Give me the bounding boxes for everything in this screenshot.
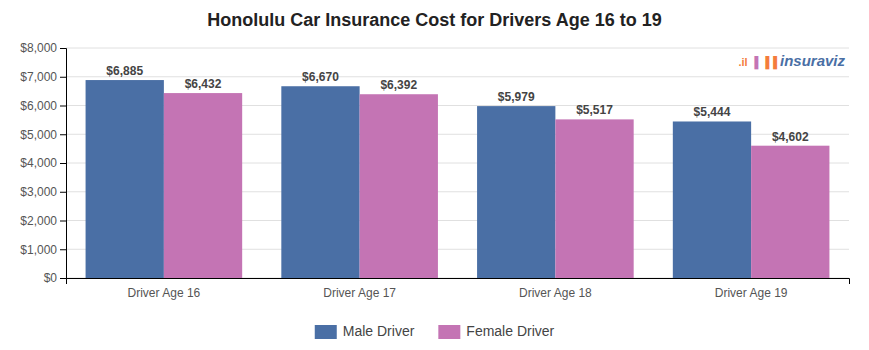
tick: $2,000 bbox=[20, 214, 66, 228]
legend-label: Female Driver bbox=[466, 323, 554, 339]
tick: Driver Age 16 bbox=[128, 286, 201, 300]
data-label: $6,670 bbox=[302, 70, 339, 84]
legend: Male Driver Female Driver bbox=[315, 323, 555, 339]
tick-label: Driver Age 17 bbox=[323, 286, 396, 300]
tick-mark bbox=[60, 163, 66, 164]
plot: $0 $1,000 $2,000 $3,000 $4,000 $5,000 $6,000 $7… bbox=[20, 41, 849, 299]
tick: Driver Age 19 bbox=[715, 286, 788, 300]
data-labels: $6,885 $6,670 $5,979 $5,444 $6,432 $6,392 $5,5… bbox=[106, 64, 809, 144]
tick: $0 bbox=[44, 271, 66, 285]
tick: $6,000 bbox=[20, 99, 66, 113]
title: Honolulu Car Insurance Cost for Drivers … bbox=[207, 10, 661, 30]
bar bbox=[751, 146, 829, 278]
data-label: $4,602 bbox=[772, 130, 809, 144]
tick: $4,000 bbox=[20, 156, 66, 170]
annotation: ▐ bbox=[751, 55, 759, 70]
x-axis: Driver Age 16 Driver Age 17 Driver Age 18 D… bbox=[67, 279, 850, 300]
tick-label: $5,000 bbox=[20, 128, 57, 142]
tick-label: $2,000 bbox=[20, 214, 57, 228]
tick-mark bbox=[60, 278, 66, 279]
bar bbox=[86, 80, 164, 278]
data-label: $6,885 bbox=[106, 64, 143, 78]
series bbox=[164, 93, 830, 278]
data-label: $6,392 bbox=[380, 78, 417, 92]
axis-line bbox=[60, 49, 67, 279]
bar bbox=[477, 106, 555, 278]
annotation: .il bbox=[738, 56, 747, 68]
tick: Driver Age 18 bbox=[519, 286, 592, 300]
tick-label: $3,000 bbox=[20, 185, 57, 199]
watermark: insuraviz▐▐▐.il bbox=[738, 52, 845, 70]
legend-swatch bbox=[438, 325, 460, 339]
tick-label: $4,000 bbox=[20, 156, 57, 170]
data-label: $5,979 bbox=[498, 90, 535, 104]
tick: $8,000 bbox=[20, 41, 66, 55]
tick-label: $0 bbox=[44, 271, 58, 285]
tick-label: Driver Age 16 bbox=[128, 286, 201, 300]
tick: $1,000 bbox=[20, 243, 66, 257]
bar bbox=[281, 86, 359, 278]
tick-mark bbox=[60, 221, 66, 222]
grid-line bbox=[66, 48, 849, 49]
tick: $7,000 bbox=[20, 70, 66, 84]
tick-mark bbox=[60, 106, 66, 107]
bar bbox=[164, 93, 242, 278]
bar bbox=[360, 94, 438, 278]
legend-item: Female Driver bbox=[438, 323, 554, 339]
tick-label: $7,000 bbox=[20, 70, 57, 84]
grid bbox=[66, 48, 849, 278]
legend-label: Male Driver bbox=[343, 323, 415, 339]
tick-label: $6,000 bbox=[20, 99, 57, 113]
annotation: ▐▐ bbox=[761, 55, 777, 70]
legend-swatch bbox=[315, 325, 337, 339]
tick: $3,000 bbox=[20, 185, 66, 199]
bar bbox=[673, 121, 751, 278]
tick-label: Driver Age 18 bbox=[519, 286, 592, 300]
legend-item: Male Driver bbox=[315, 323, 415, 339]
bar bbox=[555, 119, 633, 278]
tick: Driver Age 17 bbox=[323, 286, 396, 300]
y-axis: $0 $1,000 $2,000 $3,000 $4,000 $5,000 $6,000 $7… bbox=[20, 41, 66, 285]
grid-line bbox=[66, 76, 849, 77]
tick-mark bbox=[60, 48, 66, 49]
data-label: $5,444 bbox=[694, 105, 731, 119]
tick: $5,000 bbox=[20, 128, 66, 142]
tick-label: $1,000 bbox=[20, 243, 57, 257]
series bbox=[86, 80, 752, 278]
tick-label: $8,000 bbox=[20, 41, 57, 55]
chart: Honolulu Car Insurance Cost for Drivers … bbox=[0, 0, 869, 350]
tick-mark bbox=[60, 249, 66, 250]
axis-line bbox=[67, 279, 850, 285]
tick-mark bbox=[60, 192, 66, 193]
tick-label: Driver Age 19 bbox=[715, 286, 788, 300]
annotation: insuraviz bbox=[780, 52, 846, 69]
data-label: $6,432 bbox=[185, 77, 222, 91]
tick-mark bbox=[60, 134, 66, 135]
data-label: $5,517 bbox=[576, 103, 613, 117]
bars bbox=[86, 80, 830, 278]
tick-mark bbox=[60, 77, 66, 78]
